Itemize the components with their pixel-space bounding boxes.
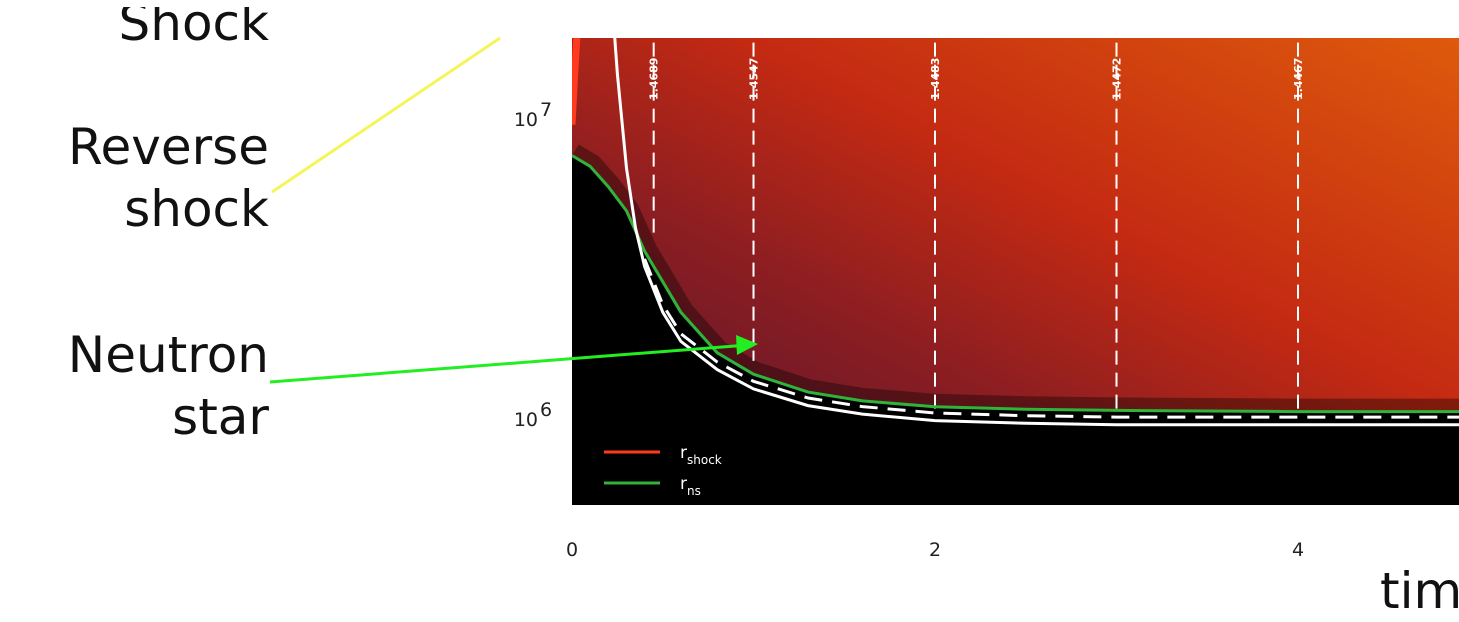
contour-label: 1.4689	[648, 58, 661, 100]
plot-area: 1.4689 1.4547 1.4483 1.4472 1.4467	[572, 38, 1459, 505]
neutron-star-pointer	[269, 343, 749, 384]
neutron-star-label-line1: Neutron	[67, 326, 269, 384]
reverse-shock-annotation: Reverse shock	[68, 116, 269, 240]
contour-label: 1.4483	[929, 58, 942, 100]
contour-label: 1.4467	[1292, 58, 1305, 100]
annotation-pointers	[269, 36, 758, 384]
time-axis-label: tim	[1380, 560, 1459, 622]
series-lines	[572, 38, 1459, 427]
x-tick-label: 4	[1292, 539, 1304, 561]
y-tick-label: 10	[514, 409, 538, 431]
series-line-reverse-shock	[613, 38, 1459, 427]
neutron-star-annotation: Neutron star	[68, 324, 269, 448]
reverse-shock-pointer	[271, 36, 501, 194]
series-line-r-ns	[572, 154, 1459, 414]
neutron-star-label-line2: star	[172, 388, 269, 446]
y-tick-exponent: 6	[540, 399, 552, 421]
series-line-r-shock	[572, 38, 581, 125]
shock-label: Shock	[118, 0, 269, 52]
y-tick-exponent: 7	[540, 99, 552, 121]
y-tick-label: 10	[514, 109, 538, 131]
series-line-reverse-shock-dashed	[643, 258, 1459, 419]
neutron-star-arrowhead	[736, 335, 758, 355]
x-axis-title: tim	[1380, 562, 1459, 620]
contour-label: 1.4472	[1111, 58, 1124, 100]
contour-label: 1.4547	[748, 58, 761, 100]
x-tick-label: 2	[929, 539, 941, 561]
contour-lines: 1.4689 1.4547 1.4483 1.4472 1.4467	[648, 38, 1305, 416]
reverse-shock-label-line2: shock	[124, 180, 269, 238]
reverse-shock-label-line1: Reverse	[68, 118, 269, 176]
shock-annotation: Shock	[119, 7, 269, 46]
x-tick-label: 0	[566, 539, 578, 561]
